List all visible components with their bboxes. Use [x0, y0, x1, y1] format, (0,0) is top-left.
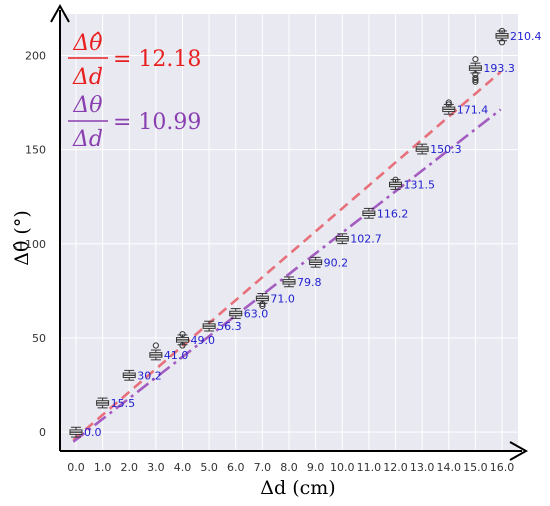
equation-hat-numerator: Δθ̂: [72, 31, 102, 56]
outlier-point: [472, 76, 479, 84]
box-plot-4.0: [175, 331, 189, 349]
grid: [60, 14, 518, 451]
outlier-point: [498, 39, 506, 46]
outlier-point: [472, 56, 479, 63]
box-plot-11.0: [362, 207, 376, 219]
median-labels: 0.015.530.241.049.056.363.071.079.890.21…: [84, 30, 542, 439]
box-plot-6.0: [229, 308, 243, 319]
outlier-point: [472, 74, 479, 82]
outlier-point: [179, 342, 186, 349]
y-tick-label: 200: [25, 49, 46, 62]
median-label: 71.0: [270, 292, 295, 305]
median-label: 131.5: [404, 178, 436, 191]
x-tick-label: 1.0: [94, 461, 112, 474]
x-tick-label: 4.0: [174, 461, 192, 474]
box-plot-13.0: [415, 143, 429, 155]
equation-plain-numerator: Δθ: [72, 93, 102, 118]
y-axis-label: Δθ̂ (°): [11, 210, 33, 266]
median-label: 193.3: [483, 62, 515, 75]
x-tick-label: 6.0: [227, 461, 245, 474]
equation-plain-denominator: Δd: [72, 127, 103, 152]
box-plot-7.0: [255, 293, 269, 310]
median-label: 150.3: [430, 143, 462, 156]
outlier-point: [445, 99, 452, 106]
x-tick-label: 13.0: [410, 461, 435, 474]
outlier-point: [472, 78, 479, 85]
median-label: 30.2: [137, 369, 162, 382]
y-axis-arrow-icon: [50, 3, 70, 23]
x-axis-label: Δd (cm): [260, 477, 335, 499]
y-tick-label: 50: [32, 332, 46, 345]
x-tick-label: 9.0: [307, 461, 325, 474]
x-tick-label: 14.0: [437, 461, 462, 474]
box-plot-10.0: [335, 233, 349, 245]
x-tick-label: 16.0: [490, 461, 515, 474]
x-tick-label: 8.0: [280, 461, 298, 474]
tick-labels: 0 50 100 150 200 0.0 1.0 2.0 3.0 4.0 5.0 6.0 7.0 8.0 9…: [25, 49, 514, 474]
box-plot-14.0: [442, 99, 456, 115]
x-tick-label: 3.0: [147, 461, 165, 474]
x-tick-label: 15.0: [463, 461, 488, 474]
median-label: 49.0: [190, 334, 215, 347]
equation-plain: Δθ Δd = 10.99: [68, 93, 201, 152]
fit-lines: [72, 70, 502, 443]
x-axis-arrow-icon: [509, 441, 529, 461]
median-label: 116.2: [377, 207, 409, 220]
median-label: 210.4: [510, 30, 542, 43]
y-tick-label: 150: [25, 144, 46, 157]
median-label: 15.5: [111, 397, 135, 410]
median-label: 79.8: [297, 276, 322, 289]
box-plot-15.0: [468, 56, 482, 85]
outlier-point: [392, 176, 399, 183]
x-tick-label: 10.0: [330, 461, 355, 474]
outlier-point: [152, 342, 159, 349]
box-plot-0.0: [69, 426, 83, 438]
x-tick-label: 5.0: [200, 461, 218, 474]
fit-line-plain: [72, 108, 502, 443]
outlier-point: [445, 101, 452, 108]
median-label: 102.7: [350, 233, 382, 246]
box-plot-9.0: [309, 256, 323, 268]
median-label: 0.0: [84, 426, 102, 439]
median-label: 90.2: [324, 256, 349, 269]
equation-hat-value: = 12.18: [113, 47, 201, 72]
box-plot-5.0: [202, 320, 216, 332]
y-tick-label: 0: [39, 426, 46, 439]
box-plot-8.0: [282, 276, 296, 288]
x-tick-label: 7.0: [254, 461, 272, 474]
x-tick-label: 11.0: [357, 461, 382, 474]
x-tick-label: 12.0: [383, 461, 408, 474]
median-label: 56.3: [217, 320, 242, 333]
box-plot-1.0: [96, 397, 110, 409]
equation-hat: Δθ̂ Δd = 12.18: [68, 31, 201, 90]
equation-plain-value: = 10.99: [113, 110, 201, 135]
y-tick-label: 100: [25, 238, 46, 251]
outlier-point: [259, 302, 266, 310]
box-plot-2.0: [122, 369, 136, 381]
equation-hat-denominator: Δd: [72, 65, 103, 90]
median-label: 41.0: [164, 349, 189, 362]
outlier-point: [498, 27, 506, 35]
box-plot-16.0: [495, 27, 509, 46]
outlier-point: [259, 300, 266, 308]
outlier-point: [179, 331, 186, 338]
fit-line-hat: [72, 70, 502, 442]
boxes: [69, 27, 509, 438]
box-plot-12.0: [389, 176, 403, 190]
median-label: 63.0: [244, 307, 269, 320]
x-tick-label: 2.0: [120, 461, 138, 474]
median-label: 171.4: [457, 103, 489, 116]
x-tick-label: 0.0: [67, 461, 85, 474]
box-plot-3.0: [149, 342, 163, 361]
